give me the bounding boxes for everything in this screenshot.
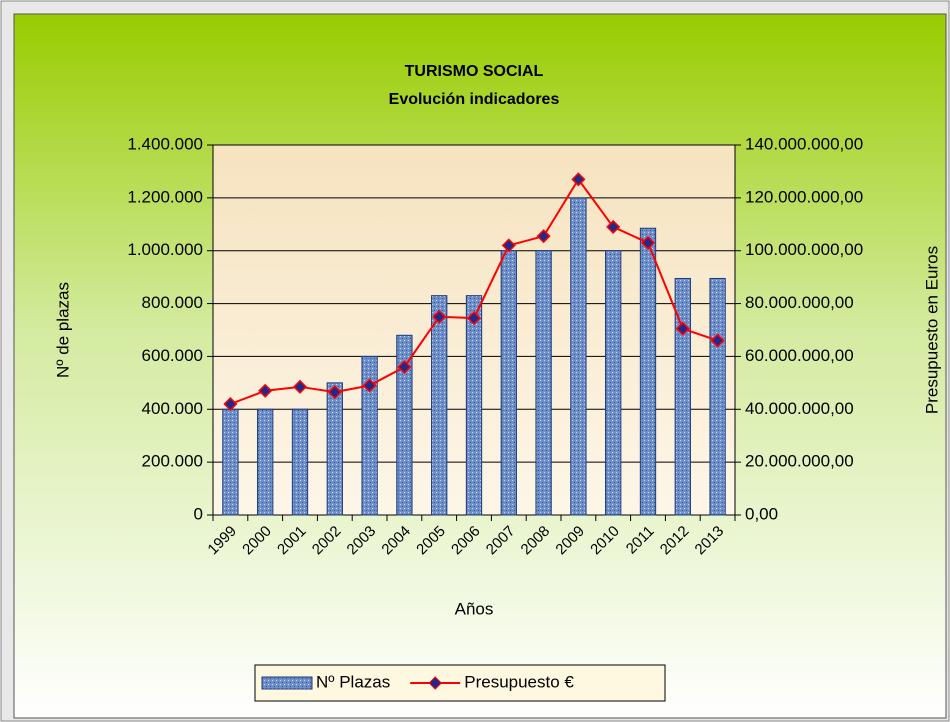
bar — [396, 334, 413, 516]
bar — [605, 250, 622, 516]
bar — [431, 295, 448, 516]
y-tick-label: 400.000 — [142, 399, 203, 418]
y2-tick-label: 20.000.000,00 — [745, 452, 854, 471]
bar — [674, 277, 691, 516]
bar — [222, 408, 239, 516]
marker — [571, 172, 586, 187]
bar — [326, 382, 343, 516]
y2-tick-label: 140.000.000,00 — [745, 134, 863, 153]
y-tick-label: 1.200.000 — [127, 187, 203, 206]
y2-tick-label: 80.000.000,00 — [745, 293, 854, 312]
y-tick-label: 800.000 — [142, 293, 203, 312]
legend-swatch — [261, 676, 313, 690]
marker — [223, 396, 238, 412]
bar — [500, 250, 517, 516]
legend-marker — [428, 676, 442, 690]
marker — [292, 379, 308, 394]
legend-label: Presupuesto € — [464, 672, 574, 691]
legend-label: Nº Plazas — [316, 672, 390, 691]
y2-tick-label: 0,00 — [745, 504, 778, 523]
marker — [258, 383, 273, 398]
marker — [536, 229, 551, 244]
marker — [397, 359, 412, 375]
marker — [327, 385, 342, 400]
marker — [710, 333, 725, 348]
bar — [709, 277, 726, 516]
marker — [466, 311, 482, 326]
x-axis-label: Años — [455, 599, 494, 618]
chart-subtitle: Evolución indicadores — [389, 91, 560, 108]
bar — [639, 227, 657, 516]
y-axis-label: Nº de plazas — [53, 282, 72, 378]
marker — [675, 321, 690, 336]
y-tick-label: 200.000 — [142, 452, 203, 471]
bar — [361, 355, 378, 516]
y2-tick-label: 100.000.000,00 — [745, 240, 863, 259]
marker — [640, 235, 656, 250]
chart-title: TURISMO SOCIAL — [405, 63, 544, 80]
bar — [465, 295, 483, 516]
y-tick-label: 1.000.000 — [127, 240, 203, 259]
y-tick-label: 0 — [194, 504, 203, 523]
bar — [291, 408, 309, 516]
y-tick-label: 600.000 — [142, 346, 203, 365]
marker — [432, 309, 447, 324]
marker — [606, 219, 621, 234]
y2-axis-label: Presupuesto en Euros — [922, 246, 941, 414]
bar — [535, 250, 552, 516]
bar — [257, 408, 274, 516]
marker — [501, 238, 516, 253]
y2-tick-label: 60.000.000,00 — [745, 346, 854, 365]
y2-tick-label: 120.000.000,00 — [745, 187, 863, 206]
marker — [362, 378, 377, 393]
y2-tick-label: 40.000.000,00 — [745, 399, 854, 418]
y-tick-label: 1.400.000 — [127, 134, 203, 153]
bar — [570, 197, 587, 516]
